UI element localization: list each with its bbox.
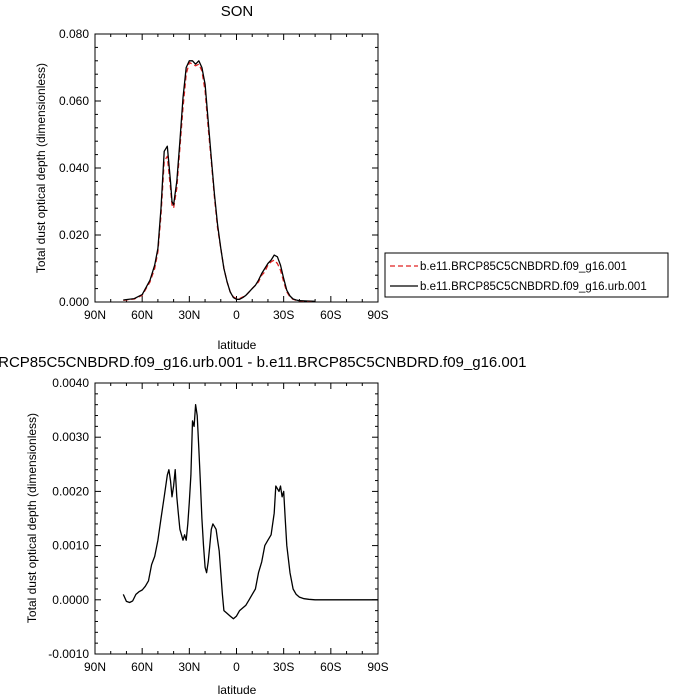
- legend-label-series-2: b.e11.BRCP85C5CNBDRD.f09_g16.urb.001: [420, 281, 647, 293]
- top-panel: SON 90N 60N 30N 0 30S 60S 90S 0.000 0.020 0.040 0.…: [34, 3, 669, 352]
- bottom-panel: b.e11.BRCP85C5CNBDRD.f09_g16.urb.001 - b…: [0, 354, 526, 697]
- bottom-plot-frame: [94, 382, 379, 655]
- y-tick-label: 0.0020: [52, 484, 89, 498]
- y-tick-label: 0.000: [59, 295, 89, 309]
- bottom-y-axis-label: Total dust optical depth (dimensionless): [25, 413, 39, 623]
- bottom-panel-title: b.e11.BRCP85C5CNBDRD.f09_g16.urb.001 - b…: [0, 354, 526, 371]
- series-line-1: [122, 404, 378, 620]
- y-tick-label: 0.080: [59, 27, 89, 41]
- x-tick-label: 30S: [273, 308, 294, 322]
- y-tick-label: 0.020: [59, 228, 89, 242]
- x-tick-label: 90S: [367, 308, 388, 322]
- top-axis-ticks: 90N 60N 30N 0 30S 60S 90S 0.000 0.020 0.040 0.060 0…: [59, 27, 389, 322]
- y-tick-label: 0.0040: [52, 376, 89, 390]
- legend-label-series-1: b.e11.BRCP85C5CNBDRD.f09_g16.001: [420, 261, 627, 273]
- x-tick-label: 30N: [178, 660, 200, 674]
- x-tick-label: 90S: [367, 660, 388, 674]
- x-tick-label: 60N: [131, 308, 153, 322]
- x-tick-label: 30S: [273, 660, 294, 674]
- top-y-axis-label: Total dust optical depth (dimensionless): [34, 63, 48, 273]
- x-tick-label: 90N: [84, 308, 106, 322]
- legend: b.e11.BRCP85C5CNBDRD.f09_g16.001 b.e11.B…: [384, 252, 669, 298]
- x-tick-label: 60N: [131, 660, 153, 674]
- top-x-axis-label: latitude: [218, 338, 257, 352]
- bottom-series-lines: [122, 404, 378, 620]
- x-tick-label: 60S: [320, 660, 341, 674]
- bottom-axis-ticks: 90N 60N 30N 0 30S 60S 90S -0.0010 0.0000 0.0010 0.…: [48, 376, 388, 674]
- bottom-x-axis-label: latitude: [218, 683, 257, 697]
- x-tick-label: 90N: [84, 660, 106, 674]
- top-panel-title: SON: [221, 3, 254, 20]
- x-tick-label: 0: [233, 308, 240, 322]
- top-plot-frame: [94, 33, 379, 303]
- y-tick-label: 0.0010: [52, 539, 89, 553]
- y-tick-label: 0.0000: [52, 593, 89, 607]
- y-tick-label: 0.040: [59, 161, 89, 175]
- y-tick-label: -0.0010: [48, 647, 89, 661]
- top-series-lines: [123, 60, 316, 302]
- series-line-1: [123, 61, 316, 302]
- legend-box: [384, 252, 669, 298]
- x-tick-label: 60S: [320, 308, 341, 322]
- y-tick-label: 0.060: [59, 94, 89, 108]
- series-line-2: [123, 60, 316, 302]
- x-tick-label: 30N: [178, 308, 200, 322]
- y-tick-label: 0.0030: [52, 430, 89, 444]
- x-tick-label: 0: [233, 660, 240, 674]
